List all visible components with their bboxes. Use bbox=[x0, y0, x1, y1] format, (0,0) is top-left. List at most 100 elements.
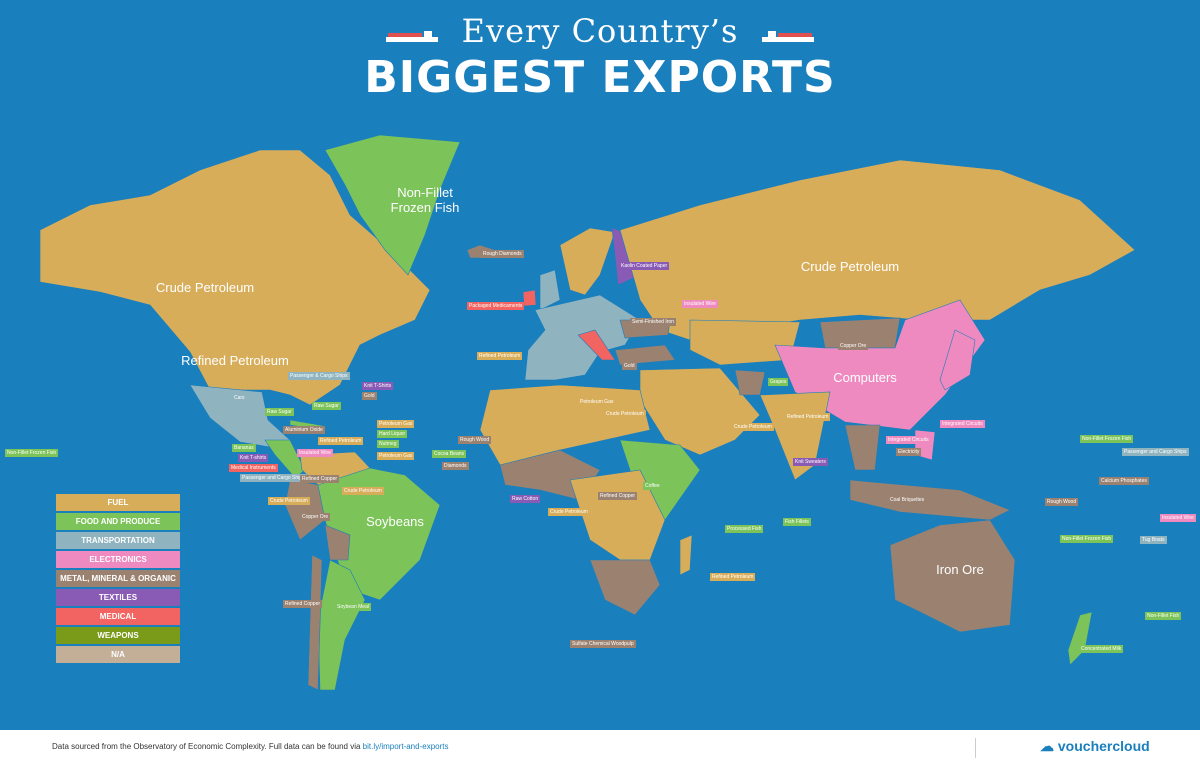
export-label: Soybean Meal bbox=[335, 603, 371, 611]
country-southern-africa bbox=[589, 559, 661, 616]
export-label: Rough Wood bbox=[458, 436, 492, 444]
export-label: Passenger & Cargo Ships bbox=[288, 372, 350, 380]
export-label: Cocoa Beans bbox=[432, 450, 467, 458]
legend-item-metal: METAL, MINERAL & ORGANIC bbox=[56, 570, 180, 587]
cargo-ship-icon bbox=[762, 31, 814, 42]
country-uk bbox=[539, 269, 561, 311]
divider bbox=[975, 738, 976, 758]
source-note: Data sourced from the Observatory of Eco… bbox=[52, 742, 448, 751]
export-label: Processed Fish bbox=[725, 525, 764, 533]
country-chile bbox=[307, 554, 323, 691]
country-australia bbox=[889, 519, 1016, 633]
export-label: Refined Petroleum bbox=[710, 573, 756, 581]
region-label-canada: Crude Petroleum bbox=[155, 280, 255, 295]
export-label: Copper Ore bbox=[838, 342, 869, 350]
export-label: Crude Petroleum bbox=[604, 410, 646, 418]
export-label: Tug Boats bbox=[1140, 536, 1167, 544]
legend-item-weapons: WEAPONS bbox=[56, 627, 180, 644]
export-label: Refined Copper bbox=[598, 492, 638, 500]
world-map bbox=[39, 134, 1136, 691]
title-line-2: BIGGEST EXPORTS bbox=[364, 52, 836, 103]
export-label: Passenger and Cargo Ships bbox=[240, 474, 307, 482]
export-label: Bananas bbox=[232, 444, 256, 452]
export-label: Semi-Finished Iron bbox=[630, 318, 676, 326]
export-label: Crude Petroleum bbox=[342, 487, 384, 495]
legend: FUEL FOOD AND PRODUCE TRANSPORTATION ELECTR… bbox=[56, 494, 180, 665]
export-label: Passenger and Cargo Ships bbox=[1122, 448, 1189, 456]
country-new-zealand bbox=[1067, 611, 1093, 666]
export-label: Insulated Wire bbox=[1160, 514, 1196, 522]
export-label: Concentrated Milk bbox=[1079, 645, 1124, 653]
country-bolivia bbox=[324, 524, 351, 561]
export-label: Refined Petroleum bbox=[477, 352, 523, 360]
logo-text: vouchercloud bbox=[1057, 738, 1150, 754]
country-central-america bbox=[264, 439, 306, 479]
legend-item-textiles: TEXTILES bbox=[56, 589, 180, 606]
region-label-australia: Iron Ore bbox=[936, 562, 984, 577]
export-label: Coal Briquettes bbox=[888, 496, 927, 504]
legend-item-medical: MEDICAL bbox=[56, 608, 180, 625]
country-greenland bbox=[324, 134, 461, 276]
export-label: Fish Fillets bbox=[783, 518, 811, 526]
region-label-russia: Crude Petroleum bbox=[800, 259, 900, 274]
export-label: Diamonds bbox=[442, 462, 469, 470]
export-label: Rough Wood bbox=[1045, 498, 1079, 506]
source-text: Data sourced from the Observatory of Eco… bbox=[52, 742, 363, 751]
export-label: Knit T-shirts bbox=[238, 454, 269, 462]
export-label: Hard Liquor bbox=[377, 430, 408, 438]
vouchercloud-logo[interactable]: ☁ vouchercloud bbox=[1040, 738, 1150, 755]
legend-item-fuel: FUEL bbox=[56, 494, 180, 511]
export-label: Nutmeg bbox=[377, 440, 399, 448]
country-afghanistan bbox=[734, 369, 766, 396]
country-scandinavia bbox=[559, 227, 616, 296]
export-label: Integrated Circuits bbox=[940, 420, 985, 428]
export-label: Integrated Circuits bbox=[886, 436, 931, 444]
legend-item-transport: TRANSPORTATION bbox=[56, 532, 180, 549]
export-label: Medical Instruments bbox=[229, 464, 278, 472]
export-label: Petroleum Gas bbox=[578, 398, 616, 406]
country-italy bbox=[577, 329, 616, 361]
export-label: Kaolin Coated Paper bbox=[619, 262, 670, 270]
export-label: Gold bbox=[362, 392, 377, 400]
export-label: Refined Petroleum bbox=[785, 413, 831, 421]
export-label: Sulfate Chemical Woodpulp bbox=[570, 640, 636, 648]
region-label-usa: Refined Petroleum bbox=[181, 353, 289, 368]
export-label: Raw Sugar bbox=[312, 402, 341, 410]
export-label: Knit T-Shirts bbox=[362, 382, 394, 390]
export-label: Calcium Phosphates bbox=[1099, 477, 1149, 485]
legend-item-electronics: ELECTRONICS bbox=[56, 551, 180, 568]
export-label: Aluminium Oxide bbox=[283, 426, 325, 434]
export-label: Electricity bbox=[896, 448, 922, 456]
country-madagascar bbox=[679, 534, 693, 576]
export-label: Refined Copper bbox=[300, 475, 340, 483]
country-kazakhstan bbox=[689, 319, 801, 366]
export-label: Crude Petroleum bbox=[732, 423, 774, 431]
country-north-america bbox=[39, 149, 431, 406]
export-label: Cars bbox=[232, 394, 247, 402]
country-turkey bbox=[614, 344, 676, 366]
legend-item-food: FOOD AND PRODUCE bbox=[56, 513, 180, 530]
cargo-ship-icon bbox=[386, 31, 438, 42]
country-russia bbox=[619, 159, 1136, 341]
region-label-china: Computers bbox=[833, 370, 897, 385]
legend-item-na: N/A bbox=[56, 646, 180, 663]
export-label: Petroleum Gas bbox=[377, 420, 415, 428]
cloud-icon: ☁ bbox=[1040, 738, 1054, 754]
country-indonesia bbox=[849, 479, 1011, 521]
region-label-greenland: Non-Fillet Frozen Fish bbox=[390, 185, 460, 215]
export-label: Copper Ore bbox=[300, 513, 331, 521]
export-label: Refined Petroleum bbox=[318, 437, 364, 445]
region-label-brazil: Soybeans bbox=[366, 514, 424, 529]
export-label: Non-Fillet Frozen Fish bbox=[1080, 435, 1134, 443]
export-label: Gold bbox=[622, 362, 637, 370]
source-link[interactable]: bit.ly/import-and-exports bbox=[362, 742, 449, 751]
export-label: Crude Petroleum bbox=[548, 508, 590, 516]
title-line-1: Every Country’s bbox=[461, 12, 739, 50]
country-india bbox=[759, 391, 831, 481]
export-label: Grapes bbox=[768, 378, 789, 386]
export-label: Crude Petroleum bbox=[268, 497, 310, 505]
export-label: Insulated Wire bbox=[682, 300, 718, 308]
export-label: Packaged Medicaments bbox=[467, 302, 525, 310]
export-label: Rough Diamonds bbox=[481, 250, 524, 258]
export-label: Knit Sweaters bbox=[793, 458, 828, 466]
